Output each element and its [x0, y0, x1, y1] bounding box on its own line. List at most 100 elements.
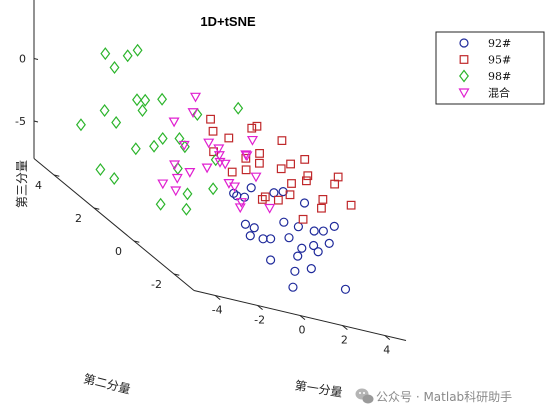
data-point [100, 47, 111, 61]
data-point [290, 266, 300, 276]
data-point [157, 131, 168, 145]
z-tick-label: -5 [15, 115, 26, 128]
data-point [278, 187, 288, 197]
data-point [287, 179, 296, 188]
data-point [293, 251, 303, 261]
data-point [184, 168, 196, 178]
data-point [285, 190, 295, 200]
data-point [122, 49, 133, 63]
data-point [240, 219, 251, 229]
data-point [229, 182, 241, 193]
data-point [249, 223, 259, 233]
data-point [213, 144, 225, 155]
data-point [174, 132, 185, 145]
data-point [279, 217, 289, 227]
data-point [277, 136, 287, 146]
data-point [298, 214, 308, 224]
data-point [157, 92, 168, 106]
data-point [171, 173, 183, 184]
data-point [300, 155, 310, 164]
data-point [309, 226, 319, 236]
data-point [168, 117, 180, 128]
z-tick-mark [33, 58, 39, 60]
x-tick-mark [299, 315, 306, 321]
data-point [111, 116, 122, 130]
data-point [245, 231, 255, 241]
data-point [329, 221, 339, 231]
data-point [313, 247, 323, 257]
data-point [306, 264, 316, 274]
data-point [276, 164, 286, 174]
data-point [273, 195, 283, 205]
legend-entry[interactable]: 98# [459, 69, 511, 83]
y-tick-mark [173, 273, 180, 276]
data-point [130, 142, 141, 156]
x-tick-label: 0 [299, 324, 306, 337]
data-point [109, 60, 120, 74]
legend-marker-icon [459, 69, 469, 83]
legend-label: 98# [488, 70, 511, 83]
data-point [309, 240, 319, 251]
chart-title: 1D+tSNE [200, 14, 256, 29]
legend-entry[interactable]: 95# [459, 54, 511, 67]
data-point [206, 114, 215, 124]
legend[interactable]: 92# 95# 98# 混合 [435, 31, 545, 105]
data-point [203, 138, 215, 149]
data-point [219, 159, 231, 170]
x-tick-label: -2 [254, 314, 265, 327]
data-point [303, 171, 313, 181]
data-point [318, 226, 328, 236]
y-tick-mark [133, 240, 140, 243]
data-point [317, 203, 326, 213]
data-point [286, 159, 295, 169]
data-point [227, 167, 237, 177]
data-point [233, 101, 244, 115]
data-point [192, 108, 203, 122]
legend-entry[interactable]: 混合 [458, 86, 511, 100]
x-tick-mark [342, 325, 348, 331]
data-point [257, 195, 267, 204]
data-point [137, 104, 148, 117]
data-point [241, 165, 251, 175]
x-tick-mark [257, 305, 263, 311]
data-point [318, 195, 328, 204]
z-tick-label: 0 [19, 53, 26, 66]
data-point [241, 151, 253, 162]
data-point [235, 198, 247, 208]
z-tick-label: 5 [19, 0, 26, 3]
series-3 [76, 43, 244, 216]
watermark: 公众号 · Matlab科研助手 [355, 388, 512, 404]
x-tick-mark [384, 335, 391, 341]
y-tick-label: 2 [75, 212, 82, 225]
data-point [178, 140, 190, 151]
data-point [170, 186, 182, 197]
data-point [208, 182, 219, 196]
legend-entry[interactable]: 92# [459, 37, 511, 50]
data-point [258, 234, 268, 244]
series-2 [206, 114, 356, 224]
data-point [333, 172, 343, 182]
data-point [252, 121, 262, 131]
data-point [246, 135, 259, 146]
legend-label: 92# [488, 37, 511, 50]
data-point [182, 187, 193, 201]
data-point [149, 139, 159, 153]
data-point [260, 192, 270, 202]
data-point [346, 200, 356, 210]
data-point [299, 198, 310, 208]
data-point [223, 179, 235, 189]
data-point [224, 133, 234, 143]
data-point [132, 93, 142, 107]
data-point [187, 108, 199, 118]
y-tick-label: 0 [115, 245, 122, 258]
data-point [181, 202, 192, 216]
data-point [266, 255, 276, 265]
data-point [264, 203, 276, 214]
y-tick-label: -2 [151, 278, 162, 291]
legend-marker-icon [459, 55, 469, 64]
data-point [109, 171, 120, 185]
z-axis-label: 第三分量 [15, 160, 29, 208]
data-point [155, 197, 166, 211]
data-point [324, 238, 334, 248]
